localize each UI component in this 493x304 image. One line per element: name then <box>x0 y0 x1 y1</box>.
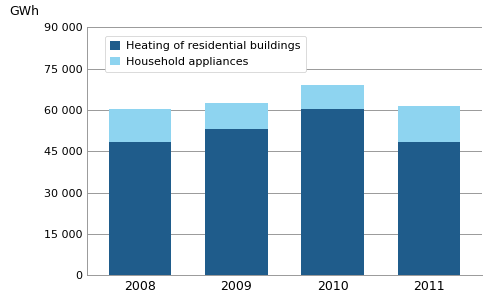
Bar <box>398 106 460 142</box>
Bar <box>301 109 364 275</box>
Bar <box>205 103 268 129</box>
Y-axis label: GWh: GWh <box>9 5 39 18</box>
Bar <box>301 85 364 109</box>
Bar <box>205 129 268 275</box>
Bar <box>109 142 172 275</box>
Legend: Heating of residential buildings, Household appliances: Heating of residential buildings, Househ… <box>105 36 306 72</box>
Bar <box>109 109 172 142</box>
Bar <box>398 142 460 275</box>
